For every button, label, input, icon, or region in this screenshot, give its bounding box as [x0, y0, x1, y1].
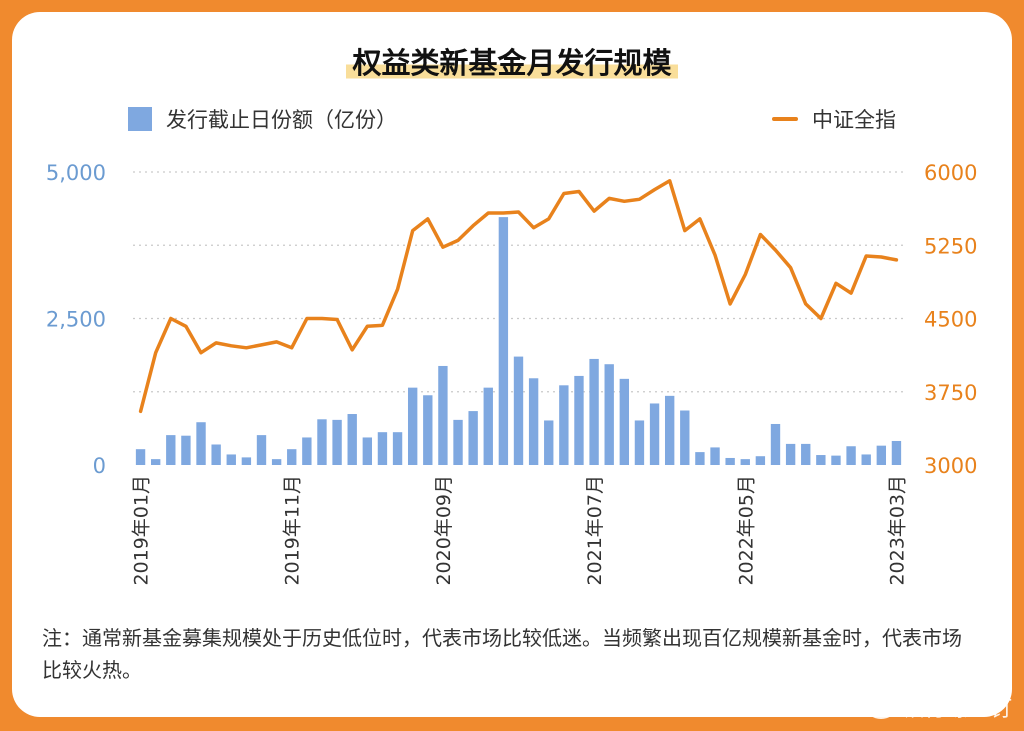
bar [241, 457, 252, 465]
bar [891, 440, 902, 465]
bar [649, 403, 660, 465]
watermark: 银行螺丝钉 [865, 691, 1012, 723]
bar [755, 456, 766, 465]
bar [604, 364, 614, 465]
chart-note: 注：通常新基金募集规模处于历史低位时，代表市场比较低迷。当频繁出现百亿规模新基金… [42, 626, 962, 682]
bar [468, 411, 478, 465]
bar [181, 435, 191, 465]
bar [846, 446, 856, 465]
legend-line-label: 中证全指 [812, 108, 896, 132]
bar [302, 437, 312, 465]
chart-title: 权益类新基金月发行规模 [346, 40, 678, 82]
x-tick-label: 2023年03月 [886, 475, 908, 586]
bar [271, 459, 282, 465]
bar [226, 454, 236, 465]
right-axis-tick-label: 6000 [924, 161, 977, 185]
bar [785, 443, 796, 465]
index-line [138, 179, 899, 414]
bar [407, 387, 418, 465]
bar [725, 457, 735, 465]
bar [559, 385, 569, 465]
bar [362, 437, 373, 465]
bar [695, 452, 705, 465]
weibo-logo-icon [865, 695, 896, 719]
legend-line-swatch [772, 117, 798, 121]
legend-bar-label: 发行截止日份额（亿份） [166, 108, 397, 132]
right-axis-tick-label: 3000 [924, 454, 977, 478]
bar [150, 459, 161, 465]
bar [347, 414, 357, 465]
bar [135, 449, 146, 465]
bar [710, 447, 720, 465]
bar [619, 378, 630, 465]
right-axis-tick-label: 4500 [924, 308, 977, 332]
bar [831, 455, 841, 465]
bar [196, 422, 206, 465]
x-tick-label: 2019年01月 [131, 475, 153, 586]
bar [589, 358, 599, 465]
x-tick-label: 2019年11月 [282, 475, 304, 586]
watermark-text: 银行螺丝钉 [901, 697, 1012, 722]
bar [513, 356, 524, 465]
left-axis-tick-label: 5,000 [46, 161, 106, 185]
bar [332, 419, 342, 465]
bar [166, 435, 176, 465]
x-tick-label: 2022年05月 [735, 475, 757, 586]
bar [483, 387, 493, 465]
bar [634, 420, 645, 465]
bar [287, 449, 297, 465]
legend-line: 中证全指 [772, 104, 896, 134]
bar [498, 217, 509, 465]
bar [574, 375, 584, 465]
bar [392, 432, 403, 465]
bar [377, 432, 388, 465]
legend-bar-swatch [128, 107, 152, 131]
left-axis-tick-label: 0 [93, 454, 106, 478]
x-tick-label: 2021年07月 [584, 475, 606, 586]
chart-card [12, 12, 1012, 717]
bar [664, 395, 675, 465]
bar [211, 444, 221, 465]
bar [453, 419, 463, 465]
right-axis-tick-label: 5250 [924, 234, 977, 258]
legend-bar: 发行截止日份额（亿份） [128, 104, 397, 134]
left-axis-tick-label: 2,500 [46, 308, 106, 332]
x-tick-label: 2020年09月 [433, 475, 455, 586]
bar [438, 365, 448, 465]
bar [740, 459, 750, 465]
chart-title-wrap: 权益类新基金月发行规模 [0, 40, 1024, 82]
bar [816, 455, 826, 465]
bar [528, 378, 539, 465]
bar [861, 454, 871, 465]
bar [317, 419, 327, 465]
right-axis-tick-label: 3750 [924, 381, 977, 405]
bar [770, 423, 781, 465]
bar [544, 420, 554, 465]
bar [680, 410, 690, 465]
bar [256, 435, 267, 465]
bar [876, 445, 887, 465]
bar [423, 395, 433, 465]
bar [801, 443, 811, 465]
